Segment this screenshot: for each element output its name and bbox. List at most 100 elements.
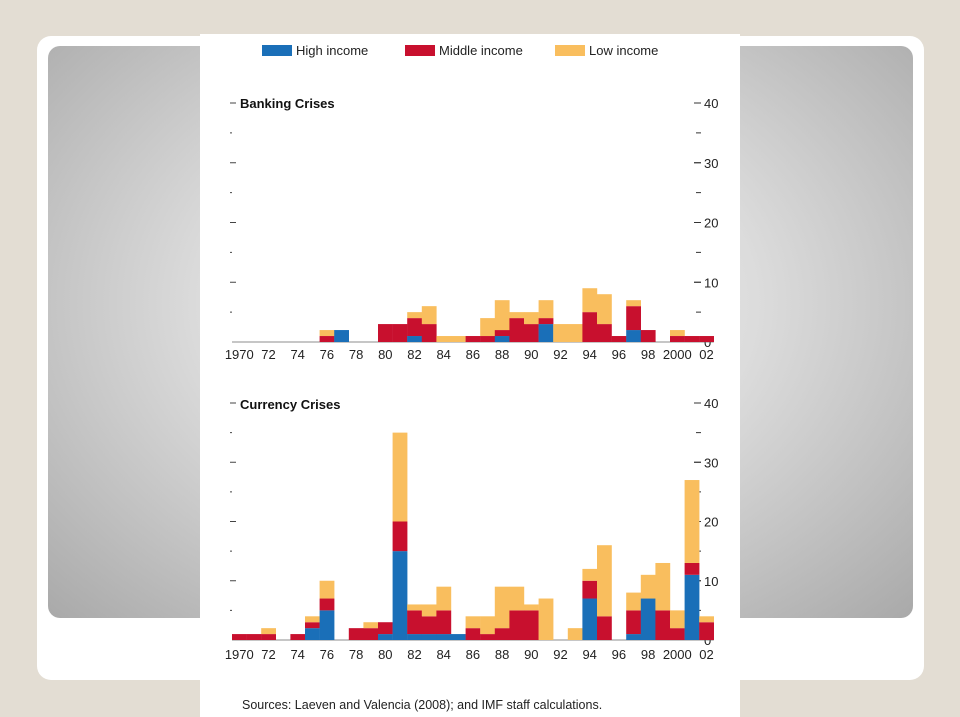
y-tick-label: 40	[704, 396, 718, 411]
middle-income-bar	[626, 306, 641, 331]
low-income-bar	[421, 604, 437, 617]
middle-income-bar	[582, 312, 598, 342]
legend-swatch	[405, 45, 435, 56]
high-income-bar	[334, 330, 349, 342]
low-income-bar	[407, 312, 422, 319]
low-income-bar	[626, 592, 641, 611]
middle-income-bar	[494, 330, 510, 337]
y-tick-label: 10	[704, 574, 718, 589]
high-income-bar	[626, 330, 641, 342]
x-tick-label: 80	[378, 647, 392, 662]
low-income-bar	[494, 300, 510, 331]
middle-income-bar	[407, 318, 422, 337]
x-tick-label: 74	[290, 647, 304, 662]
low-income-bar	[421, 306, 437, 325]
middle-income-bar	[524, 610, 539, 640]
middle-income-bar	[407, 610, 422, 635]
x-tick-label: 90	[524, 647, 538, 662]
middle-income-bar	[305, 622, 320, 629]
y-tick-label: 30	[704, 455, 718, 470]
middle-income-bar	[232, 634, 247, 640]
x-tick-label: 94	[582, 347, 596, 362]
middle-income-bar	[670, 628, 685, 640]
middle-income-bar	[494, 628, 510, 640]
low-income-bar	[538, 598, 554, 640]
x-tick-label: 78	[349, 347, 363, 362]
high-income-bar	[538, 324, 554, 342]
x-tick-label: 1970	[225, 347, 254, 362]
high-income-bar	[640, 598, 656, 640]
x-tick-label: 88	[495, 647, 509, 662]
figure-svg: High income Middle income Low income Banki…	[225, 43, 719, 712]
low-income-bar	[465, 616, 481, 629]
y-tick-label: 0	[704, 335, 711, 350]
x-tick-label: 98	[641, 647, 655, 662]
source-note: Sources: Laeven and Valencia (2008); and…	[242, 698, 602, 712]
x-tick-label: 82	[407, 347, 421, 362]
middle-income-bar	[290, 634, 306, 640]
y-tick-label: 10	[704, 275, 718, 290]
middle-income-bar	[684, 336, 700, 342]
chart-title: Banking Crises	[240, 96, 335, 111]
low-income-bar	[684, 480, 700, 563]
middle-income-bar	[319, 598, 335, 611]
middle-income-bar	[480, 336, 495, 342]
legend-label: High income	[296, 43, 368, 58]
low-income-bar	[597, 294, 612, 325]
low-income-bar	[407, 604, 422, 611]
middle-income-bar	[524, 324, 539, 342]
middle-income-bar	[378, 324, 393, 342]
y-tick-label: 20	[704, 515, 718, 530]
x-tick-label: 80	[378, 347, 392, 362]
high-income-bar	[436, 634, 452, 640]
low-income-bar	[494, 586, 510, 629]
x-tick-label: 02	[699, 647, 713, 662]
x-tick-label: 1970	[225, 647, 254, 662]
middle-income-bar	[465, 336, 481, 342]
low-income-bar	[670, 330, 685, 337]
middle-income-bar	[655, 610, 671, 640]
middle-income-bar	[538, 318, 554, 325]
high-income-bar	[494, 336, 510, 342]
middle-income-bar	[597, 324, 612, 342]
high-income-bar	[407, 634, 422, 640]
low-income-bar	[670, 610, 685, 629]
middle-income-bar	[363, 628, 379, 640]
middle-income-bar	[509, 318, 525, 342]
middle-income-bar	[699, 622, 714, 640]
high-income-bar	[626, 634, 641, 640]
high-income-bar	[392, 551, 408, 640]
low-income-bar	[582, 568, 598, 581]
low-income-bar	[436, 336, 452, 342]
low-income-bar	[319, 330, 335, 337]
middle-income-bar	[597, 616, 612, 640]
high-income-bar	[319, 610, 335, 640]
low-income-bar	[392, 432, 408, 522]
x-tick-label: 88	[495, 347, 509, 362]
middle-income-bar	[509, 610, 525, 640]
x-tick-label: 74	[290, 347, 304, 362]
middle-income-bar	[421, 616, 437, 635]
x-tick-label: 76	[320, 347, 334, 362]
middle-income-bar	[261, 634, 276, 640]
low-income-bar	[699, 616, 714, 623]
middle-income-bar	[480, 634, 495, 640]
middle-income-bar	[319, 336, 335, 342]
y-tick-label: 40	[704, 96, 718, 111]
y-tick-label: 30	[704, 156, 718, 171]
low-income-bar	[319, 580, 335, 599]
middle-income-bar	[611, 336, 627, 342]
x-tick-label: 72	[261, 347, 275, 362]
low-income-bar	[524, 312, 539, 325]
low-income-bar	[524, 604, 539, 611]
middle-income-bar	[582, 580, 598, 599]
low-income-bar	[480, 616, 495, 635]
legend-label: Middle income	[439, 43, 523, 58]
low-income-bar	[509, 312, 525, 319]
legend: High income Middle income Low income	[262, 43, 658, 58]
middle-income-bar	[392, 521, 408, 552]
low-income-bar	[655, 562, 671, 611]
middle-income-bar	[699, 336, 714, 342]
x-tick-label: 92	[553, 647, 567, 662]
middle-income-bar	[246, 634, 262, 640]
